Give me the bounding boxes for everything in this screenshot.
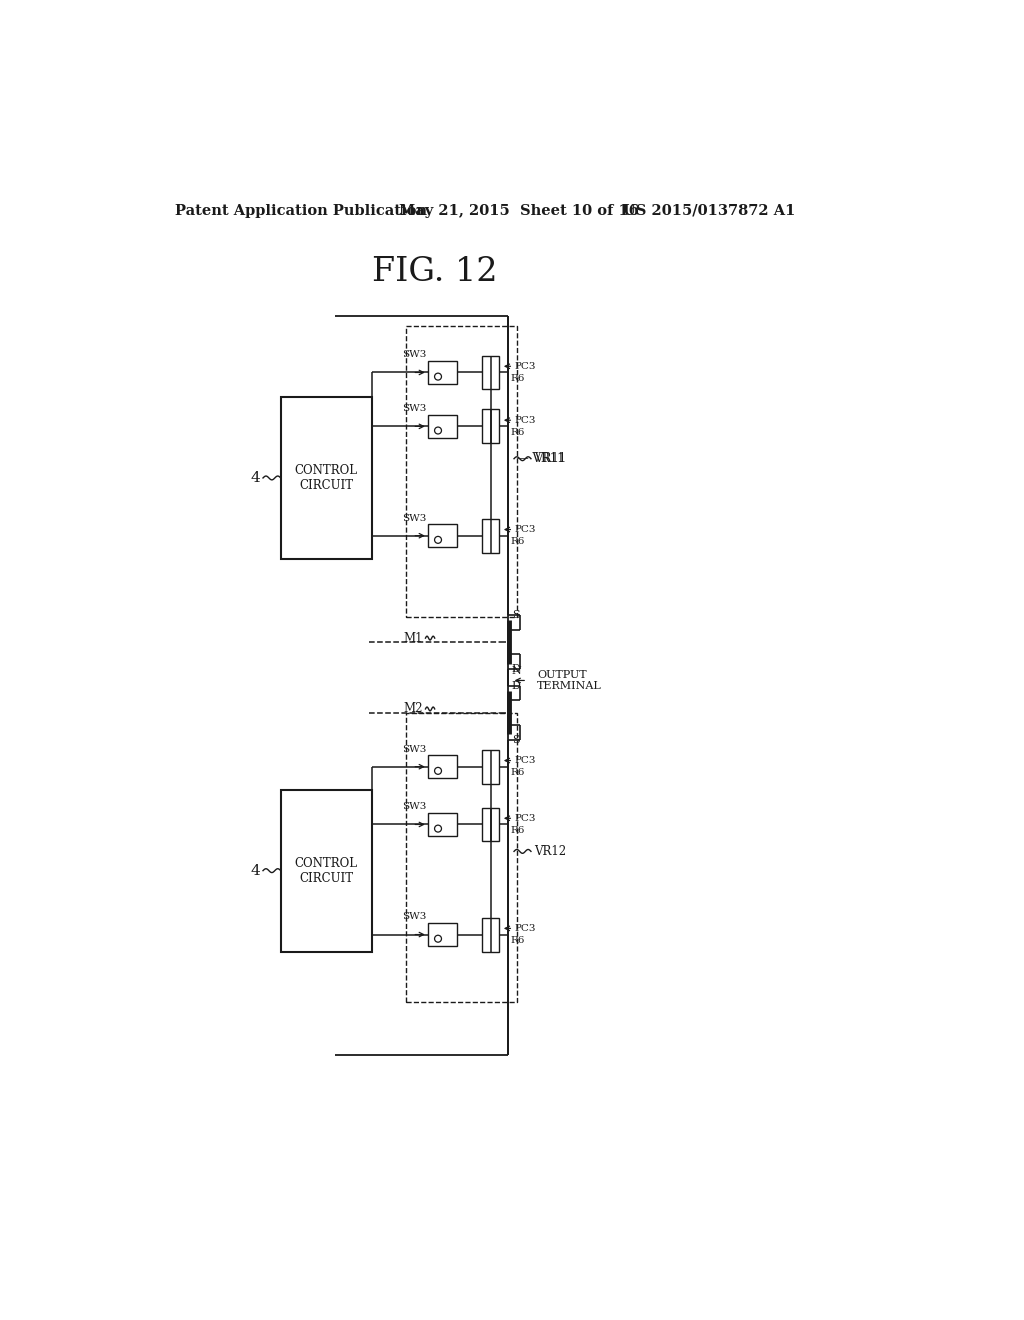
Text: VR12: VR12 xyxy=(535,845,566,858)
Bar xyxy=(428,360,457,384)
Circle shape xyxy=(434,536,441,544)
Text: R6: R6 xyxy=(510,537,524,546)
Bar xyxy=(281,789,372,952)
Bar xyxy=(281,397,372,558)
Text: S: S xyxy=(512,610,519,620)
Text: R6: R6 xyxy=(510,826,524,836)
Text: S: S xyxy=(512,735,519,744)
Bar xyxy=(482,750,500,784)
Text: — VR11: — VR11 xyxy=(517,453,564,465)
Circle shape xyxy=(434,825,441,832)
Bar xyxy=(407,326,517,616)
Text: US 2015/0137872 A1: US 2015/0137872 A1 xyxy=(624,203,796,218)
Bar xyxy=(482,355,500,389)
Text: R6: R6 xyxy=(510,374,524,383)
Text: R6: R6 xyxy=(510,428,524,437)
Text: PC3: PC3 xyxy=(515,525,537,535)
Text: FIG. 12: FIG. 12 xyxy=(372,256,498,288)
Text: 4: 4 xyxy=(251,471,260,484)
Text: Patent Application Publication: Patent Application Publication xyxy=(175,203,427,218)
Text: PC3: PC3 xyxy=(515,416,537,425)
Bar xyxy=(482,917,500,952)
Text: May 21, 2015  Sheet 10 of 16: May 21, 2015 Sheet 10 of 16 xyxy=(398,203,638,218)
Text: D: D xyxy=(512,681,520,690)
Bar xyxy=(428,755,457,779)
Text: SW3: SW3 xyxy=(401,404,426,413)
Text: SW3: SW3 xyxy=(401,513,426,523)
Text: CONTROL
CIRCUIT: CONTROL CIRCUIT xyxy=(295,463,357,492)
Text: SW3: SW3 xyxy=(401,350,426,359)
Bar xyxy=(428,813,457,836)
Circle shape xyxy=(434,374,441,380)
Text: R6: R6 xyxy=(510,936,524,945)
Text: CONTROL
CIRCUIT: CONTROL CIRCUIT xyxy=(295,857,357,884)
Bar xyxy=(482,519,500,553)
Circle shape xyxy=(434,767,441,775)
Bar xyxy=(428,524,457,548)
Text: PC3: PC3 xyxy=(515,362,537,371)
Text: N: N xyxy=(512,667,521,676)
Circle shape xyxy=(434,428,441,434)
Text: R6: R6 xyxy=(510,768,524,777)
Text: PC3: PC3 xyxy=(515,924,537,933)
Text: PC3: PC3 xyxy=(515,814,537,822)
Text: PC3: PC3 xyxy=(515,756,537,766)
Bar xyxy=(482,808,500,841)
Text: D: D xyxy=(512,664,520,675)
Circle shape xyxy=(434,936,441,942)
Text: VR11: VR11 xyxy=(535,453,566,465)
Text: SW3: SW3 xyxy=(401,803,426,812)
Text: SW3: SW3 xyxy=(401,912,426,921)
Text: SW3: SW3 xyxy=(401,744,426,754)
Text: M2: M2 xyxy=(403,702,423,715)
Bar xyxy=(428,923,457,946)
Text: M1: M1 xyxy=(403,631,423,644)
Bar xyxy=(482,409,500,444)
Bar xyxy=(407,713,517,1002)
Text: 4: 4 xyxy=(251,863,260,878)
Bar xyxy=(428,414,457,438)
Text: OUTPUT
TERMINAL: OUTPUT TERMINAL xyxy=(538,669,602,692)
